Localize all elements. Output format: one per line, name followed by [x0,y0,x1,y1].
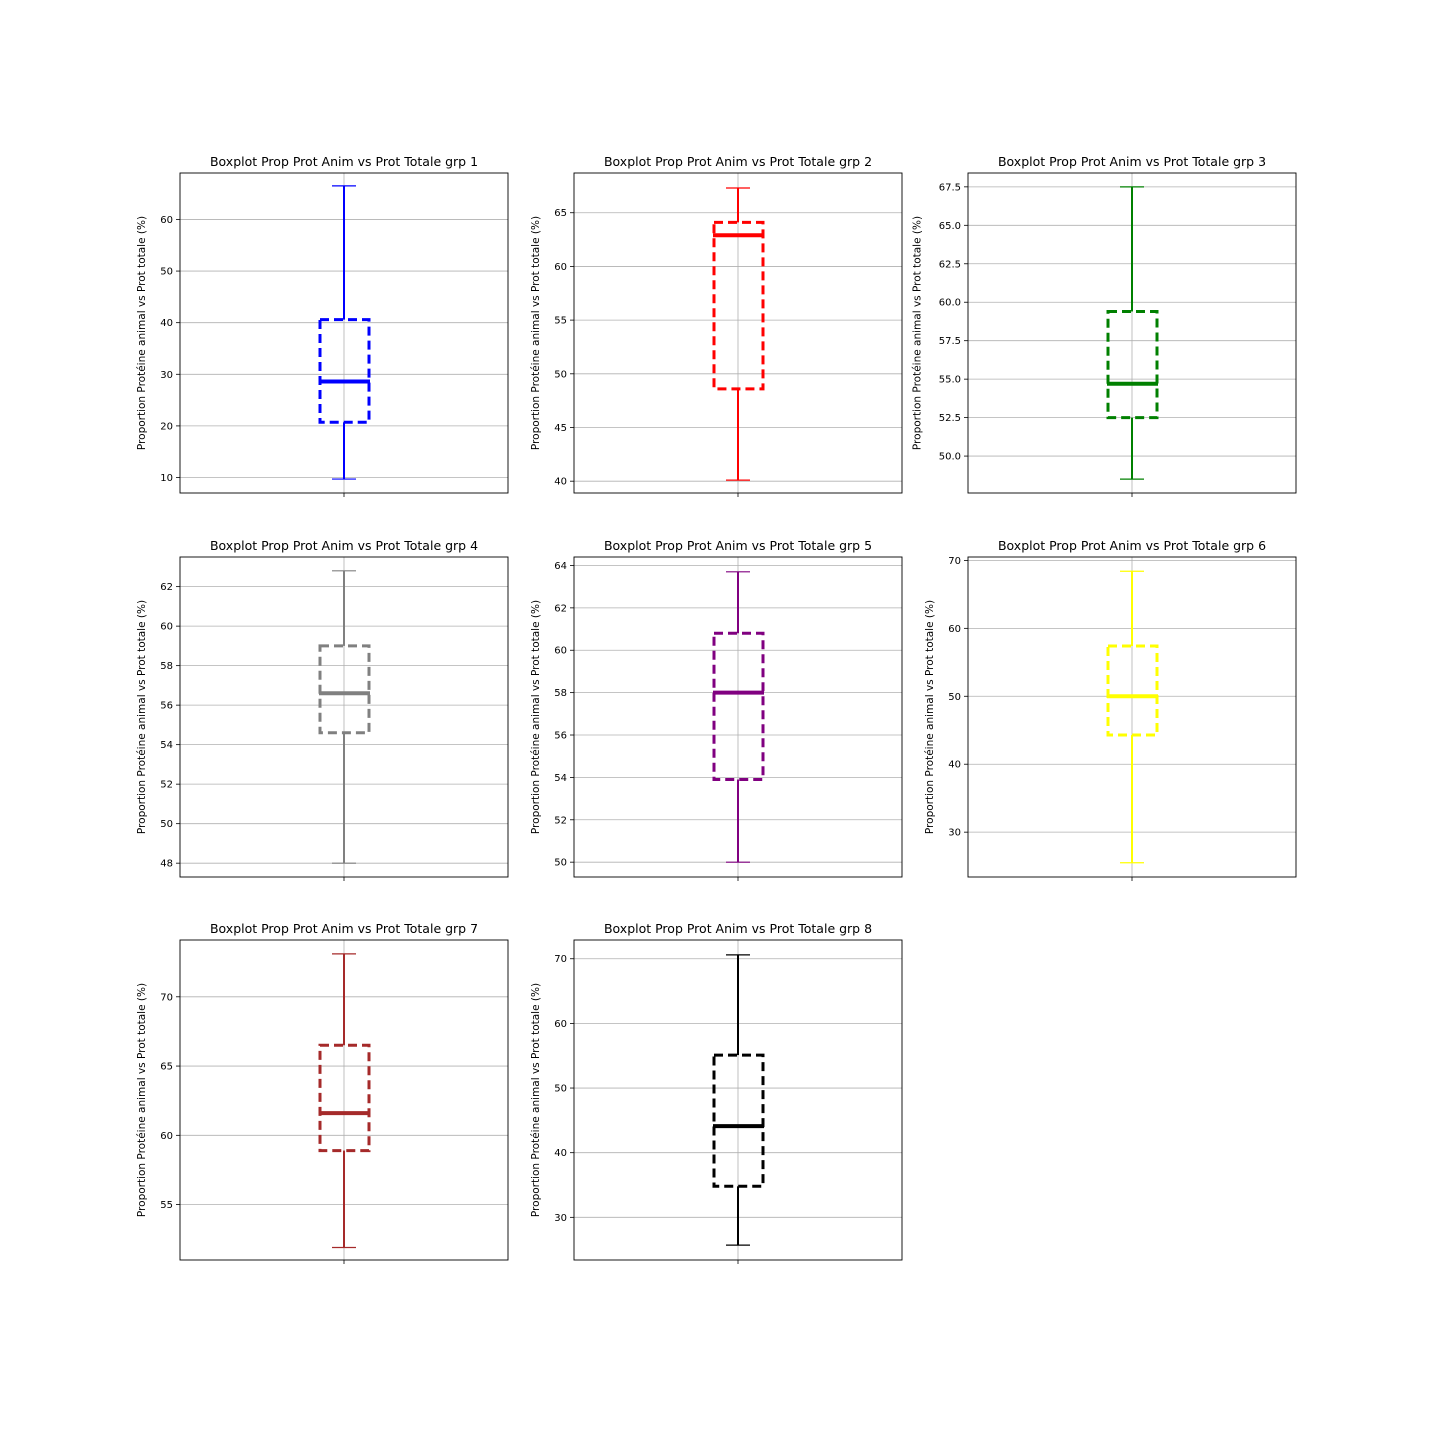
chart-title: Boxplot Prop Prot Anim vs Prot Totale gr… [604,921,872,936]
chart-title: Boxplot Prop Prot Anim vs Prot Totale gr… [998,154,1266,169]
y-tick-label: 30 [554,1213,567,1224]
y-tick-label: 60 [948,624,961,635]
iqr-box [318,1043,371,1153]
y-tick-label: 52.5 [939,413,961,424]
y-tick-label: 55 [554,316,567,327]
y-tick-label: 70 [160,992,173,1003]
y-tick-label: 60.0 [939,298,961,309]
y-tick-label: 50 [554,858,567,869]
iqr-box [1106,309,1159,420]
axes-frame [179,172,509,494]
axes-frame [573,556,903,878]
y-tick-label: 52 [160,780,173,791]
y-axis-label: Proportion Protéine animal vs Prot total… [530,216,542,450]
chart-title: Boxplot Prop Prot Anim vs Prot Totale gr… [210,154,478,169]
y-tick-label: 62.5 [939,259,961,270]
y-tick-label: 20 [160,421,173,432]
y-tick-label: 50 [160,267,173,278]
y-tick-label: 56 [554,731,567,742]
chart-title: Boxplot Prop Prot Anim vs Prot Totale gr… [604,538,872,553]
iqr-box [712,631,765,782]
y-tick-label: 48 [160,859,173,870]
y-axis-label: Proportion Protéine animal vs Prot total… [924,600,936,834]
axes-frame [573,939,903,1261]
y-tick-label: 70 [948,556,961,567]
y-tick-label: 54 [554,773,567,784]
y-tick-label: 60 [160,622,173,633]
y-tick-label: 50 [948,692,961,703]
chart-panel-5: 50 52 54 56 58 60 62 64 Boxplot Prop Prot Anim v… [530,538,903,881]
y-tick-label: 62 [160,582,173,593]
y-tick-label: 50.0 [939,452,961,463]
y-axis-label: Proportion Protéine animal vs Prot total… [911,216,923,450]
y-tick-label: 10 [160,473,173,484]
chart-panel-4: 48 50 52 54 56 58 60 62 Boxplot Prop Prot Anim v… [136,538,509,881]
chart-panel-3: 50.0 52.5 55.0 57.5 60.0 62.5 65.0 67.5 Boxplot … [911,154,1297,497]
iqr-box [712,1053,765,1188]
y-tick-label: 65 [160,1062,173,1073]
y-tick-label: 60 [160,215,173,226]
axes-frame [179,939,509,1261]
y-tick-label: 58 [554,688,567,699]
y-tick-label: 57.5 [939,336,961,347]
axes-frame [573,172,903,494]
y-tick-label: 50 [554,369,567,380]
chart-title: Boxplot Prop Prot Anim vs Prot Totale gr… [604,154,872,169]
y-tick-label: 52 [554,815,567,826]
iqr-box [1106,644,1159,737]
iqr-box [318,644,371,735]
y-tick-label: 67.5 [939,182,961,193]
y-tick-label: 60 [554,1019,567,1030]
axes-frame [967,556,1297,878]
y-tick-label: 64 [554,561,567,572]
y-tick-label: 62 [554,603,567,614]
y-axis-label: Proportion Protéine animal vs Prot total… [136,216,148,450]
y-tick-label: 50 [160,819,173,830]
y-axis-label: Proportion Protéine animal vs Prot total… [530,600,542,834]
y-tick-label: 65 [554,208,567,219]
y-tick-label: 60 [160,1131,173,1142]
axes-frame [179,556,509,878]
y-tick-label: 56 [160,701,173,712]
y-tick-label: 60 [554,646,567,657]
y-axis-label: Proportion Protéine animal vs Prot total… [136,983,148,1217]
y-axis-label: Proportion Protéine animal vs Prot total… [530,983,542,1217]
y-tick-label: 30 [160,370,173,381]
chart-title: Boxplot Prop Prot Anim vs Prot Totale gr… [210,921,478,936]
y-tick-label: 45 [554,423,567,434]
y-tick-label: 40 [160,318,173,329]
y-tick-label: 55 [160,1200,173,1211]
chart-panel-7: 55 60 65 70 Boxplot Prop Prot Anim vs Prot T… [136,921,509,1264]
iqr-box [712,220,765,391]
axes-frame [967,172,1297,494]
y-tick-label: 50 [554,1084,567,1095]
y-tick-label: 60 [554,262,567,273]
y-tick-label: 58 [160,661,173,672]
y-tick-label: 70 [554,954,567,965]
y-tick-label: 40 [554,1148,567,1159]
y-tick-label: 30 [948,828,961,839]
y-tick-label: 40 [948,760,961,771]
y-tick-label: 40 [554,477,567,488]
y-tick-label: 54 [160,740,173,751]
y-axis-label: Proportion Protéine animal vs Prot total… [136,600,148,834]
chart-panel-6: 30 40 50 60 70 Boxplot Prop Prot Anim vs Prot… [924,538,1297,881]
chart-title: Boxplot Prop Prot Anim vs Prot Totale gr… [998,538,1266,553]
y-tick-label: 65.0 [939,221,961,232]
chart-panel-8: 30 40 50 60 70 Boxplot Prop Prot Anim vs Prot… [530,921,903,1264]
chart-panel-2: 40 45 50 55 60 65 Boxplot Prop Prot Anim vs Pr… [530,154,903,497]
y-tick-label: 55.0 [939,375,961,386]
chart-panel-1: 10 20 30 40 50 60 Boxplot Prop Prot Anim vs Pr… [136,154,509,497]
chart-title: Boxplot Prop Prot Anim vs Prot Totale gr… [210,538,478,553]
iqr-box [318,318,371,424]
